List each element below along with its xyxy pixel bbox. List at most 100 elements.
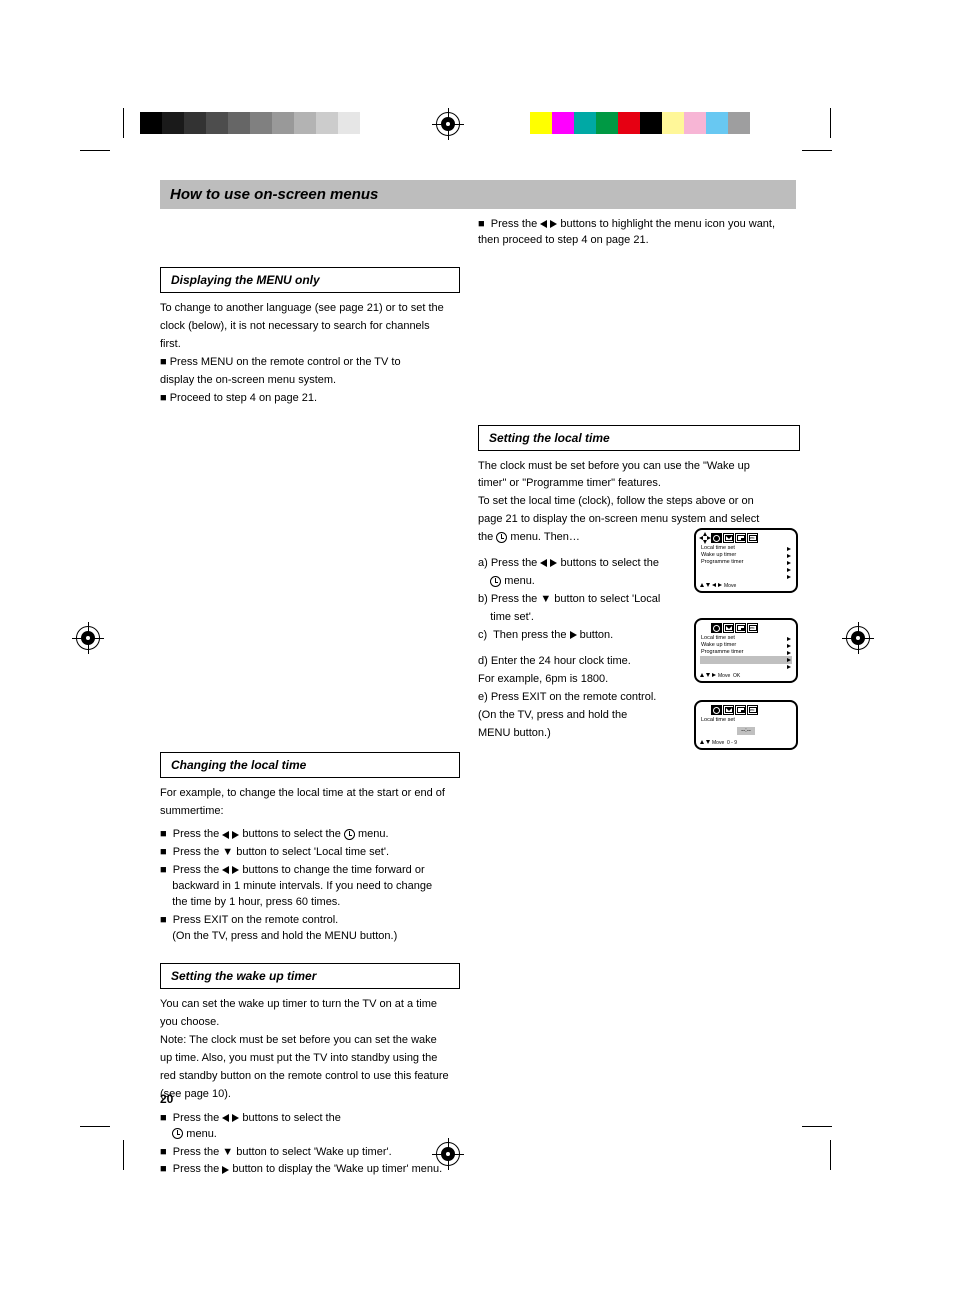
body-line: To change to another language (see page …	[160, 301, 460, 317]
left-arrow-icon	[222, 831, 229, 839]
section-title-menu-only: Displaying the MENU only	[160, 267, 460, 293]
osd-nav-label: Move 0 - 9	[712, 740, 737, 746]
osd-row	[700, 566, 792, 573]
tab-clock-icon	[711, 705, 722, 715]
section-body-menu-only: To change to another language (see page …	[160, 301, 460, 407]
section-title-wake-up: Setting the wake up timer	[160, 963, 460, 989]
left-arrow-icon	[222, 1114, 229, 1122]
crop-mark	[802, 150, 832, 151]
up-arrow-icon	[700, 673, 704, 677]
right-arrow-icon	[550, 220, 557, 228]
osd-row	[700, 574, 792, 581]
crop-mark	[123, 108, 124, 138]
crop-mark	[123, 1140, 124, 1170]
body-line: MENU button.)	[478, 726, 668, 742]
swatch	[206, 112, 228, 134]
clock-icon	[496, 532, 507, 543]
tab-envelope-icon	[723, 705, 734, 715]
section-body-wake-up: You can set the wake up timer to turn th…	[160, 997, 460, 1178]
swatch	[250, 112, 272, 134]
osd-row: Local time set	[700, 717, 792, 724]
body-line: up time. Also, you must put the TV into …	[160, 1051, 460, 1067]
swatch	[140, 112, 162, 134]
body-line: ■ Press MENU on the remote control or th…	[160, 355, 460, 371]
up-arrow-icon	[700, 583, 704, 587]
crop-mark	[802, 1126, 832, 1127]
tab-pip-icon	[735, 705, 746, 715]
swatch	[360, 112, 382, 134]
swatch	[316, 112, 338, 134]
osd-nav: Move	[700, 583, 792, 589]
swatch	[184, 112, 206, 134]
body-line: first.	[160, 337, 460, 353]
move-icon	[700, 533, 710, 543]
tab-envelope-icon	[723, 623, 734, 633]
registration-mark	[76, 626, 100, 650]
body-line: For example, 6pm is 1800.	[478, 672, 668, 688]
swatch	[706, 112, 728, 134]
osd-row: Programme timer	[700, 649, 792, 656]
swatch	[618, 112, 640, 134]
intro-right: ■ Press the buttons to highlight the men…	[478, 217, 778, 249]
body-line: display the on-screen menu system.	[160, 373, 460, 389]
clock-icon	[172, 1128, 183, 1139]
osd-row	[700, 656, 792, 663]
left-arrow-icon	[712, 583, 716, 587]
body-line: clock (below), it is not necessary to se…	[160, 319, 460, 335]
crop-mark	[80, 150, 110, 151]
swatch	[662, 112, 684, 134]
grayscale-swatches	[140, 112, 382, 134]
right-arrow-icon	[712, 673, 716, 677]
section-body-change-time: For example, to change the local time at…	[160, 786, 460, 945]
swatch	[272, 112, 294, 134]
body-line: You can set the wake up timer to turn th…	[160, 997, 460, 1013]
tab-clock-icon	[711, 533, 722, 543]
osd-nav-label: Move	[724, 583, 736, 589]
osd-time-value: --:--	[737, 727, 755, 735]
color-swatches	[530, 112, 750, 134]
clock-icon	[344, 829, 355, 840]
down-arrow-icon	[706, 583, 710, 587]
tab-envelope-icon	[723, 533, 734, 543]
osd-row: Local time set	[700, 545, 792, 552]
osd-nav: Move OK	[700, 673, 792, 679]
down-arrow-icon	[706, 673, 710, 677]
tab-pc-icon: PC	[747, 533, 758, 543]
body-line: d) Enter the 24 hour clock time.	[478, 654, 668, 670]
right-arrow-icon	[718, 583, 722, 587]
crop-mark	[80, 1126, 110, 1127]
swatch	[574, 112, 596, 134]
down-arrow-icon	[706, 740, 710, 744]
right-arrow-icon	[232, 866, 239, 874]
page-heading: How to use on-screen menus	[160, 180, 796, 209]
swatch	[640, 112, 662, 134]
osd-nav: Move 0 - 9	[700, 740, 792, 746]
osd-nav-label: Move OK	[718, 673, 740, 679]
swatch	[552, 112, 574, 134]
osd-row: Wake up timer	[700, 552, 792, 559]
tab-clock-icon	[711, 623, 722, 633]
body-line: ■ Proceed to step 4 on page 21.	[160, 391, 460, 407]
registration-mark	[846, 626, 870, 650]
body-line: e) Press EXIT on the remote control.	[478, 690, 668, 706]
swatch	[596, 112, 618, 134]
crop-mark	[830, 108, 831, 138]
swatch	[684, 112, 706, 134]
right-arrow-icon	[232, 831, 239, 839]
tab-pc-icon: PC	[747, 705, 758, 715]
tab-pip-icon	[735, 533, 746, 543]
body-line: (see page 10).	[160, 1087, 460, 1103]
osd-menu-overview: PC Local time setWake up timerProgramme …	[694, 528, 798, 593]
swatch	[162, 112, 184, 134]
swatch	[530, 112, 552, 134]
tab-pip-icon	[735, 623, 746, 633]
osd-row: Local time set	[700, 635, 792, 642]
page-content: How to use on-screen menus ■ Press the b…	[160, 180, 796, 1180]
body-line: red standby button on the remote control…	[160, 1069, 460, 1085]
crop-mark	[830, 1140, 831, 1170]
tab-pc-icon: PC	[747, 623, 758, 633]
osd-time-entry: PC Local time set --:-- Move 0 - 9	[694, 700, 798, 750]
osd-row: Programme timer	[700, 559, 792, 566]
swatch	[728, 112, 750, 134]
swatch	[228, 112, 250, 134]
